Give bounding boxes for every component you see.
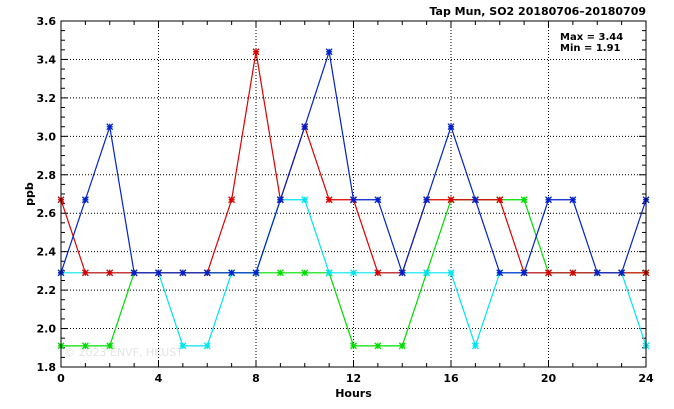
watermark: © 2023 ENVF, HKUST	[64, 346, 183, 359]
data-point	[252, 269, 260, 277]
x-tick-label: 8	[252, 372, 260, 385]
y-tick-label: 2.4	[37, 246, 57, 259]
y-tick-label: 2.8	[37, 169, 57, 182]
data-point	[350, 196, 357, 204]
x-tick-label: 0	[57, 372, 65, 385]
y-tick-label: 3.6	[37, 15, 57, 28]
data-point	[350, 342, 357, 350]
min-annotation: Min = 1.91	[560, 43, 621, 54]
data-point	[203, 342, 211, 350]
data-point	[593, 269, 601, 277]
data-point	[569, 269, 577, 277]
data-point	[447, 123, 455, 131]
data-point	[350, 269, 357, 277]
data-point	[447, 196, 455, 204]
data-point	[179, 269, 187, 277]
y-tick-label: 3.0	[37, 130, 57, 143]
data-point	[276, 196, 284, 204]
data-point	[228, 196, 236, 204]
data-point	[81, 269, 89, 277]
data-point	[398, 269, 406, 277]
plot-frame	[60, 20, 647, 368]
series-layer	[57, 48, 650, 350]
data-point	[374, 342, 382, 350]
x-tick-label: 24	[638, 372, 654, 385]
data-point	[520, 269, 528, 277]
y-tick-label: 2.0	[37, 323, 57, 336]
max-annotation: Max = 3.44	[560, 32, 623, 43]
y-tick-label: 1.8	[37, 361, 57, 374]
data-point	[325, 48, 333, 56]
y-axis-label: ppb	[23, 182, 36, 206]
data-point	[398, 342, 406, 350]
grid	[61, 21, 646, 367]
data-point	[301, 269, 309, 277]
chart-title: Tap Mun, SO2 20180706–20180709	[429, 5, 646, 18]
x-tick-label: 16	[443, 372, 459, 385]
data-point	[423, 269, 431, 277]
data-point	[228, 269, 236, 277]
data-point	[252, 48, 260, 56]
data-point	[276, 269, 284, 277]
data-point	[618, 269, 626, 277]
data-point	[106, 269, 114, 277]
data-point	[471, 342, 479, 350]
data-point	[81, 342, 89, 350]
data-point	[471, 196, 479, 204]
data-point	[545, 269, 552, 277]
data-point	[496, 196, 504, 204]
data-point	[520, 196, 528, 204]
y-tick-label: 2.6	[37, 207, 57, 220]
data-point	[325, 269, 333, 277]
data-point	[106, 342, 114, 350]
data-point	[179, 342, 187, 350]
data-point	[374, 269, 382, 277]
x-axis-label: Hours	[335, 387, 372, 400]
data-point	[106, 123, 114, 131]
y-tick-label: 3.2	[37, 92, 57, 105]
data-point	[374, 196, 382, 204]
data-point	[81, 196, 89, 204]
series-4	[57, 48, 650, 277]
y-tick-label: 2.2	[37, 284, 57, 297]
data-point	[569, 196, 577, 204]
data-point	[447, 269, 455, 277]
data-point	[496, 269, 504, 277]
x-tick-label: 4	[155, 372, 163, 385]
data-point	[423, 196, 431, 204]
y-tick-label: 3.4	[37, 53, 57, 66]
x-tick-label: 12	[346, 372, 361, 385]
data-point	[130, 269, 138, 277]
data-point	[325, 196, 333, 204]
data-point	[155, 269, 162, 277]
data-point	[545, 196, 552, 204]
y-tick-labels: 1.8 2.0 2.2 2.4 2.6 2.8 3.0 3.2 3.4 3.6	[37, 15, 57, 374]
data-point	[301, 123, 309, 131]
x-tick-labels: 0 4 8 12 16 20 24	[57, 372, 654, 385]
x-tick-label: 20	[541, 372, 557, 385]
data-point	[203, 269, 211, 277]
data-point	[301, 196, 309, 204]
